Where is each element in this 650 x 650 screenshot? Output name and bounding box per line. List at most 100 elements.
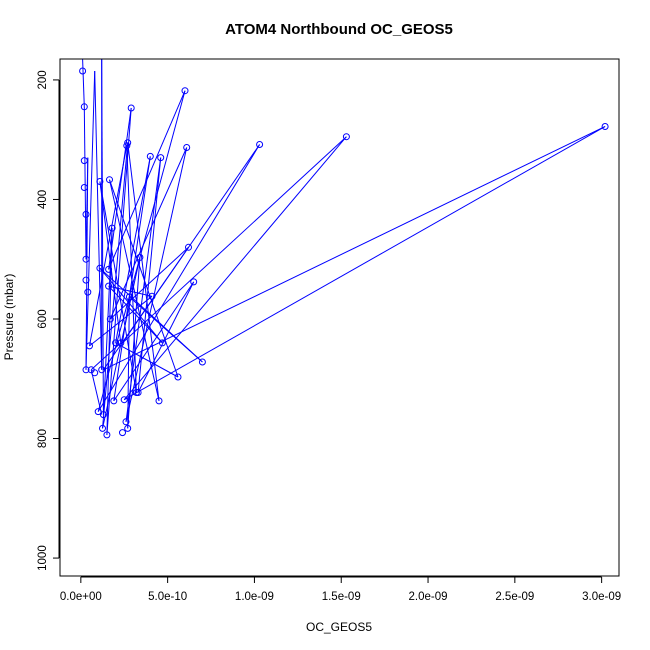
series-line-segment (115, 156, 151, 343)
data-point (96, 264, 104, 272)
data-point (134, 389, 142, 396)
data-point (105, 265, 113, 273)
data-point (94, 408, 102, 416)
series-line-segment (123, 126, 606, 401)
series-line-segment (108, 107, 132, 270)
data-point (123, 142, 131, 150)
x-tick-label: 1.5e-09 (322, 591, 361, 603)
series-line-segment (99, 267, 203, 363)
data-point (79, 67, 87, 75)
data-point (82, 255, 90, 263)
series-line-segment (122, 136, 347, 344)
data-point (112, 339, 120, 347)
series-line-segment (90, 342, 122, 371)
data-point (117, 339, 125, 347)
y-tick-label: 800 (37, 429, 49, 448)
series-line-segment (82, 59, 85, 107)
data-point (98, 366, 106, 374)
data-point (96, 178, 104, 185)
series-line-segment (103, 126, 606, 371)
data-point (183, 144, 191, 151)
series-line-segment (109, 246, 189, 320)
series-line-segment (97, 90, 186, 412)
series-line-segment (99, 181, 137, 393)
data-point (122, 418, 130, 426)
data-point (125, 293, 133, 301)
x-tick-label: 5.0e-10 (148, 591, 187, 603)
series-lines (82, 59, 606, 435)
data-point (106, 315, 114, 323)
data-point (155, 397, 163, 405)
data-point (174, 373, 182, 381)
x-tick-label: 1.0e-09 (235, 591, 274, 603)
data-point (256, 141, 264, 148)
series-line-segment (83, 106, 87, 260)
data-point (106, 176, 113, 184)
data-point (82, 276, 90, 284)
series-line-segment (108, 285, 163, 344)
x-axis: 0.0e+00 5.0e-10 1.0e-09 1.5e-09 2.0e-09 2.5e-… (60, 576, 621, 603)
plot-frame (59, 58, 620, 577)
data-point (80, 184, 88, 191)
series-line-segment (137, 281, 195, 393)
data-point (124, 139, 132, 147)
data-point (198, 358, 206, 366)
series-line-segment (123, 136, 347, 401)
series-line-segment (102, 142, 129, 429)
x-axis-label: OC_GEOS5 (306, 620, 372, 634)
x-tick-label: 3.0e-09 (582, 591, 621, 603)
y-tick-label: 600 (37, 309, 49, 328)
x-tick-label: 2.5e-09 (495, 591, 534, 603)
data-point (91, 369, 99, 377)
series-line-segment (109, 147, 188, 320)
data-point (119, 429, 126, 437)
data-point (82, 210, 90, 218)
data-point (136, 253, 144, 261)
plot-area (79, 59, 609, 439)
x-tick-label: 2.0e-09 (409, 591, 448, 603)
y-axis-label: Pressure (mbar) (2, 274, 16, 361)
data-point (110, 397, 118, 405)
y-tick-label: 200 (37, 70, 49, 89)
data-point (185, 243, 192, 251)
data-point (148, 292, 156, 300)
series-line-segment (127, 142, 160, 401)
data-point (157, 154, 165, 162)
series-line-segment (126, 145, 137, 393)
series-line-segment (127, 296, 130, 429)
data-point (103, 431, 111, 439)
data-point (158, 339, 166, 347)
y-tick-label: 1000 (37, 545, 49, 571)
data-point (86, 342, 93, 350)
series-line-segment (85, 157, 89, 370)
series-line-segment (102, 257, 141, 429)
series-line-segment (89, 295, 153, 347)
series-line-segment (99, 267, 163, 344)
data-point (342, 133, 350, 141)
series-line-segment (137, 157, 162, 393)
series-points (79, 67, 609, 439)
data-point (124, 424, 132, 432)
series-line-segment (127, 257, 141, 429)
series-line-segment (97, 144, 261, 412)
data-point (80, 157, 88, 165)
data-point (127, 104, 135, 112)
data-point (99, 424, 106, 432)
data-point (146, 152, 154, 160)
data-point (601, 123, 609, 130)
series-line-segment (99, 181, 122, 343)
data-point (105, 282, 113, 290)
data-point (108, 224, 116, 232)
series-line-segment (85, 70, 96, 370)
series-line-segment (113, 281, 195, 402)
series-line-segment (101, 59, 104, 415)
x-tick-label: 0.0e+00 (60, 591, 102, 603)
series-line-segment (108, 285, 153, 297)
data-point (190, 278, 198, 286)
series-line-segment (94, 70, 103, 370)
data-point (80, 103, 88, 111)
series-line-segment (115, 342, 179, 378)
data-point (120, 396, 128, 404)
